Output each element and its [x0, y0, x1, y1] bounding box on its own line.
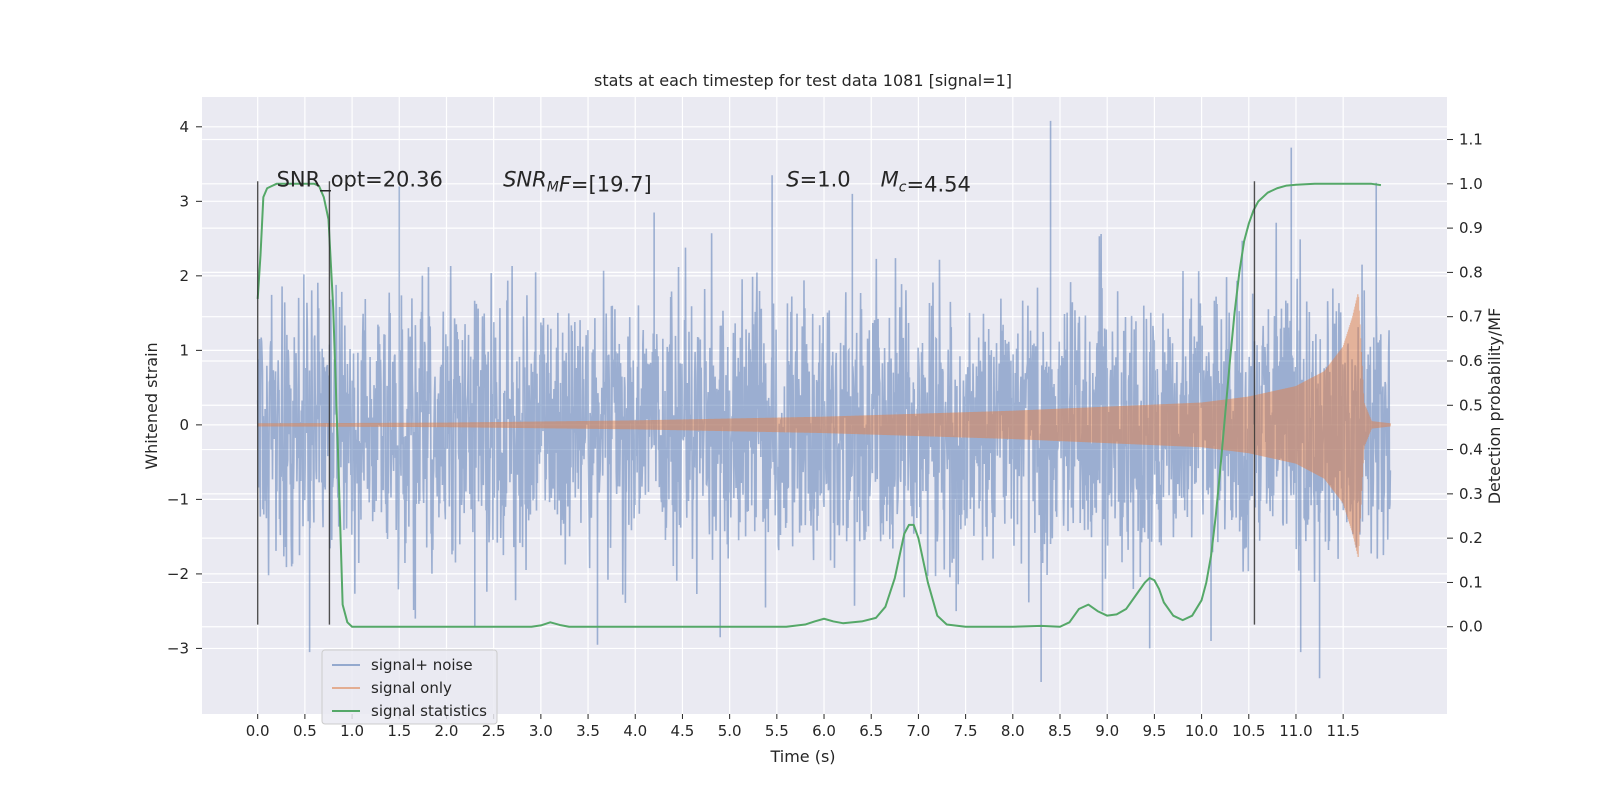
- annotation-part: M: [881, 167, 899, 191]
- annotation-part: c: [899, 179, 907, 195]
- y2-tick-label: 1.1: [1459, 131, 1483, 149]
- legend: signal+ noise signal only signal statistic…: [321, 649, 498, 725]
- x-tick-label: 5.5: [765, 722, 789, 740]
- y-tick-label: 2: [179, 267, 189, 285]
- y2-tick-label: 0.4: [1459, 441, 1483, 459]
- x-tick-label: 0.5: [293, 722, 317, 740]
- annotation-part: =1.0: [800, 167, 851, 191]
- x-tick-label: 3.5: [576, 722, 600, 740]
- y2-tick-label: 0.1: [1459, 573, 1483, 591]
- y-tick-label: 3: [179, 192, 189, 210]
- x-tick-label: 11.5: [1326, 722, 1359, 740]
- x-tick-label: 4.5: [671, 722, 695, 740]
- x-tick-label: 5.0: [718, 722, 742, 740]
- y2-tick-label: 0.8: [1459, 263, 1483, 281]
- y2-tick-label: 0.6: [1459, 352, 1483, 370]
- x-tick-label: 6.0: [812, 722, 836, 740]
- y2-tick-label: 0.5: [1459, 396, 1483, 414]
- annotation-part: =[19.7]: [571, 172, 652, 196]
- x-tick-label: 2.0: [435, 722, 459, 740]
- x-tick-label: 7.5: [954, 722, 978, 740]
- x-tick-label: 1.0: [340, 722, 364, 740]
- y2-tick-label: 0.2: [1459, 529, 1483, 547]
- x-tick-label: 2.5: [482, 722, 506, 740]
- x-tick-label: 8.5: [1048, 722, 1072, 740]
- annotation-part: F: [559, 172, 572, 196]
- y2-tick-label: 0.7: [1459, 308, 1483, 326]
- x-tick-label: 1.5: [387, 722, 411, 740]
- x-tick-label: 3.0: [529, 722, 553, 740]
- x-tick-label: 9.0: [1095, 722, 1119, 740]
- series-signal-noise: [256, 120, 1392, 682]
- vertical-markers: [256, 181, 1256, 625]
- annotation-part: M: [547, 179, 559, 195]
- y-tick-label: −2: [167, 565, 189, 583]
- x-tick-label: 7.0: [906, 722, 930, 740]
- x-tick-label: 9.5: [1142, 722, 1166, 740]
- y2-tick-label: 0.9: [1459, 219, 1483, 237]
- x-tick-label: 10.0: [1185, 722, 1218, 740]
- y2-tick-label: 1.0: [1459, 175, 1483, 193]
- y-tick-label: 4: [179, 118, 189, 136]
- x-tick-label: 0.0: [246, 722, 270, 740]
- y-tick-label: −1: [167, 490, 189, 508]
- x-tick-label: 8.0: [1001, 722, 1025, 740]
- legend-box: [321, 649, 498, 725]
- annotation-text: SNR_opt=20.36: [277, 167, 443, 192]
- series-signal-only: [257, 294, 1392, 558]
- legend-entry: signal+ noise: [371, 656, 473, 674]
- annotation-text: S=1.0: [786, 167, 850, 191]
- y-axis-label: Whitened strain: [142, 342, 161, 469]
- x-tick-label: 11.0: [1279, 722, 1312, 740]
- y-tick-label: 1: [179, 341, 189, 359]
- y-tick-label: 0: [179, 416, 189, 434]
- y2-axis-ticks: 0.0 0.1 0.2 0.3 0.4 0.5 0.6 0.7 0.8 0.9 1.0 1.1: [1447, 131, 1483, 636]
- y2-tick-label: 0.0: [1459, 618, 1483, 636]
- legend-entry: signal statistics: [371, 702, 487, 720]
- x-tick-label: 10.5: [1232, 722, 1265, 740]
- series-layer: [256, 120, 1392, 682]
- annotation-part: =4.54: [906, 172, 970, 196]
- annotation-part: S: [786, 167, 799, 191]
- x-axis-label: Time (s): [769, 747, 835, 766]
- x-tick-label: 6.5: [859, 722, 883, 740]
- annotation-text: Mc=4.54: [881, 167, 971, 196]
- annotation-part: SNR: [503, 167, 547, 191]
- y-tick-label: −3: [167, 639, 189, 657]
- chart-title: stats at each timestep for test data 108…: [594, 71, 1012, 90]
- x-tick-label: 4.0: [623, 722, 647, 740]
- y2-tick-label: 0.3: [1459, 485, 1483, 503]
- annotation-text: SNRMF=[19.7]: [503, 167, 652, 196]
- x-axis-ticks: 0.0 0.5 1.0 1.5 2.0 2.5 3.0 3.5 4.0 4.5 5.0 5.5 6.0 6…: [246, 714, 1360, 740]
- annotations: SNR_opt=20.36 SNRMF=[19.7] S=1.0 Mc=4.54: [277, 167, 971, 196]
- y-axis-ticks: −3 −2 −1 0 1 2 3 4: [167, 118, 202, 657]
- y2-axis-label: Detection probability/MF: [1485, 308, 1504, 505]
- legend-entry: signal only: [371, 679, 452, 697]
- series-signal-statistics: [256, 182, 1382, 628]
